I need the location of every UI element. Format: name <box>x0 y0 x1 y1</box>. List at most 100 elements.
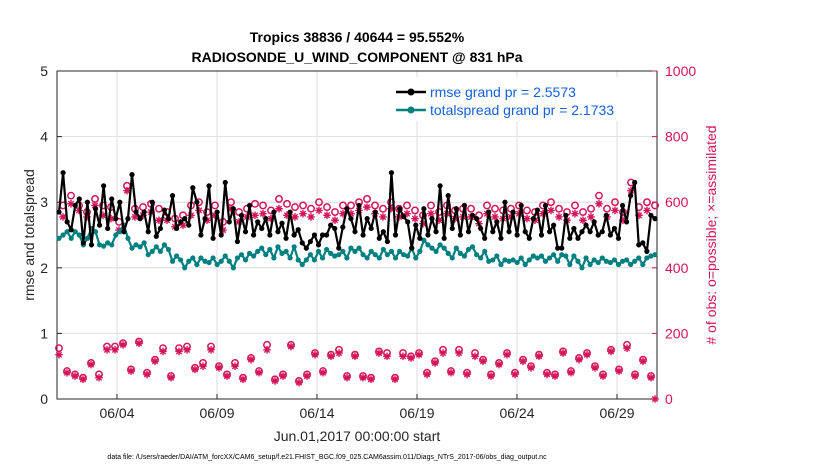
possible-obs-marker <box>483 201 491 210</box>
series-point <box>429 245 435 251</box>
series-rmse <box>56 170 658 254</box>
series-point <box>542 202 549 209</box>
series-point <box>437 242 443 248</box>
series-point <box>518 202 524 209</box>
assimilated-obs-marker <box>351 352 359 361</box>
series-point <box>368 248 374 254</box>
series-point <box>461 202 468 209</box>
assimilated-obs-marker <box>387 204 395 213</box>
assimilated-obs-marker <box>159 347 167 356</box>
series-point <box>323 246 330 253</box>
series-point <box>453 245 459 251</box>
series-point <box>344 206 350 212</box>
assimilated-obs-marker <box>559 349 567 357</box>
possible-obs-marker <box>299 201 307 210</box>
data-file-footer: data file: /Users/raeder/DAI/ATM_forcXX/… <box>107 454 547 461</box>
assimilated-obs-marker <box>615 367 623 375</box>
series-point <box>441 235 447 241</box>
series-point <box>376 255 382 261</box>
series-point <box>615 235 622 241</box>
assimilated-obs-marker <box>399 352 407 361</box>
series-point <box>352 229 358 235</box>
x-tick-label: 06/14 <box>299 405 334 421</box>
series-point <box>441 245 447 251</box>
series-point <box>502 257 508 263</box>
assimilated-obs-marker <box>283 211 291 220</box>
assimilated-obs-marker <box>63 368 71 377</box>
possible-obs-marker <box>467 204 475 213</box>
series-point <box>319 255 326 261</box>
series-point <box>328 250 334 256</box>
series-point <box>165 246 172 253</box>
series-point <box>405 219 411 225</box>
assimilated-obs-marker <box>619 216 627 225</box>
series-point <box>137 216 143 222</box>
series-point <box>551 222 557 228</box>
series-point <box>457 250 463 256</box>
series-point <box>56 235 62 241</box>
possible-obs-marker <box>651 201 659 210</box>
series-point <box>445 193 451 199</box>
series-point <box>510 209 516 215</box>
series-point <box>469 244 476 250</box>
possible-obs-marker <box>339 201 347 210</box>
left-tick-label: 3 <box>40 194 48 210</box>
x-tick-label: 06/09 <box>199 405 234 421</box>
series-point <box>242 257 249 263</box>
left-tick-label: 5 <box>40 63 48 79</box>
assimilated-obs-marker <box>323 211 331 220</box>
series-point <box>271 209 277 215</box>
series-point <box>453 206 459 212</box>
assimilated-obs-marker <box>203 216 211 225</box>
series-point <box>538 232 545 238</box>
legend-totalspread-marker <box>407 106 415 114</box>
series-point <box>226 258 232 264</box>
assimilated-obs-marker <box>155 216 163 225</box>
series-point <box>186 222 192 228</box>
assimilated-obs-marker <box>219 226 227 234</box>
series-point <box>449 255 455 261</box>
possible-obs-marker <box>323 203 331 212</box>
chart-title-line2: RADIOSONDE_U_WIND_COMPONENT @ 831 hPa <box>191 49 522 65</box>
series-point <box>295 257 301 263</box>
series-point <box>251 232 257 238</box>
possible-obs-marker <box>283 199 291 208</box>
series-point <box>60 170 66 176</box>
legend-totalspread-label: totalspread grand pr = 2.1733 <box>430 102 614 118</box>
series-point <box>514 232 520 238</box>
series-point <box>360 252 366 258</box>
assimilated-obs-marker <box>135 339 143 348</box>
assimilated-obs-marker <box>239 375 247 384</box>
series-point <box>421 206 427 212</box>
assimilated-obs-marker <box>307 213 315 221</box>
series-point <box>636 255 642 261</box>
series-point <box>632 179 638 186</box>
x-axis-label: Jun.01,2017 00:00:00 start <box>274 428 441 444</box>
series-point <box>76 196 82 202</box>
series-point <box>64 219 70 225</box>
series-point <box>482 248 488 254</box>
series-point <box>534 207 541 213</box>
series-point <box>145 229 151 235</box>
assimilated-obs-marker <box>87 360 95 369</box>
assimilated-obs-marker <box>339 209 347 218</box>
series-point <box>417 248 423 254</box>
series-point <box>348 245 354 251</box>
possible-obs-marker <box>603 204 611 213</box>
assimilated-obs-marker <box>195 206 203 215</box>
assimilated-obs-marker <box>75 206 83 215</box>
right-tick-label: 400 <box>665 260 689 276</box>
assimilated-obs-marker <box>255 368 263 377</box>
series-point <box>259 225 265 232</box>
series-point <box>579 229 585 235</box>
series-point <box>194 199 200 205</box>
assimilated-obs-marker <box>391 375 399 384</box>
assimilated-obs-marker <box>119 341 127 349</box>
series-point <box>652 252 658 258</box>
x-axis-ticks: 06/04 06/09 06/14 06/19 06/24 06/29 <box>99 394 635 421</box>
possible-obs-marker <box>555 204 563 213</box>
series-point <box>307 238 313 245</box>
assimilated-obs-marker <box>431 359 439 367</box>
series-point <box>246 250 253 256</box>
series-point <box>599 229 605 235</box>
